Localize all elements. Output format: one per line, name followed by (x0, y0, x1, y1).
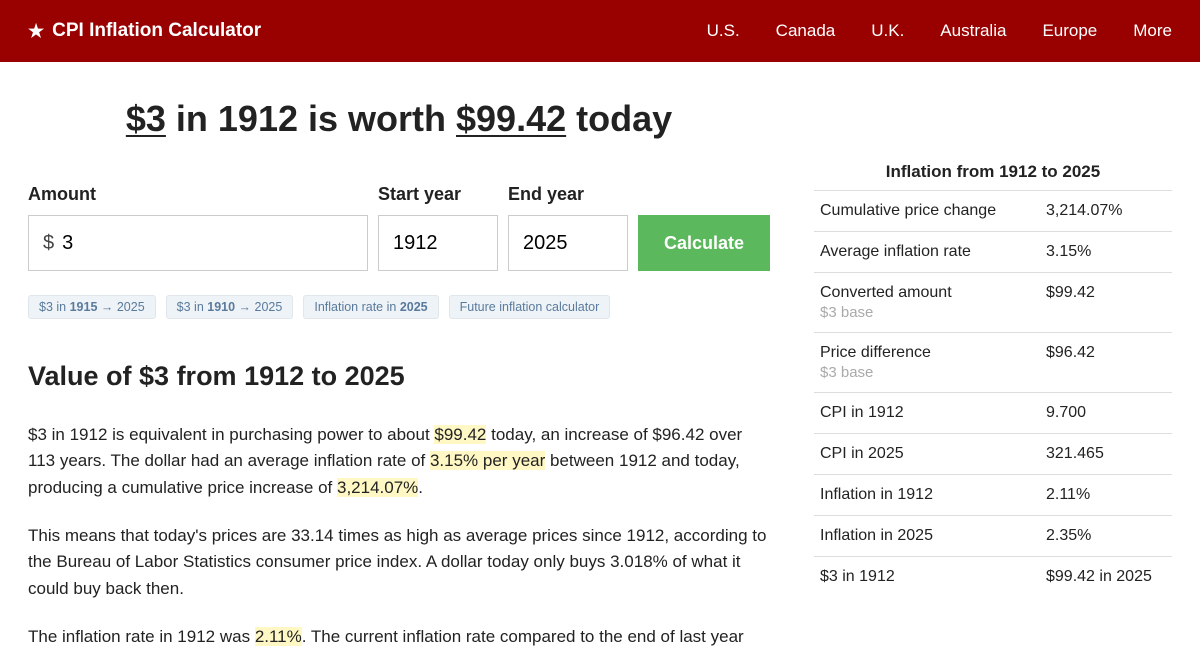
stat-row: CPI in 2025321.465 (814, 433, 1172, 474)
nav-link-australia[interactable]: Australia (940, 21, 1006, 41)
chip-1915[interactable]: $3 in 1915 → 2025 (28, 295, 156, 319)
nav-links: U.S. Canada U.K. Australia Europe More (707, 21, 1172, 41)
amount-input-box[interactable]: $ (28, 215, 368, 271)
nav-link-more[interactable]: More (1133, 21, 1172, 41)
nav-link-uk[interactable]: U.K. (871, 21, 904, 41)
brand[interactable]: ★ CPI Inflation Calculator (28, 20, 261, 42)
sidebar: Inflation from 1912 to 2025 Cumulative p… (814, 62, 1172, 672)
stat-value: 2.35% (1046, 527, 1166, 545)
start-year-box[interactable] (378, 215, 498, 271)
stat-row: Price difference$3 base$96.42 (814, 332, 1172, 392)
stat-value: 9.700 (1046, 404, 1166, 422)
stats-table: Cumulative price change3,214.07%Average … (814, 190, 1172, 597)
stat-value: 321.465 (1046, 445, 1166, 463)
stat-label: $3 in 1912 (820, 568, 1046, 586)
nav-link-us[interactable]: U.S. (707, 21, 740, 41)
stat-label: Average inflation rate (820, 243, 1046, 261)
end-year-input[interactable] (523, 232, 613, 255)
amount-label: Amount (28, 184, 368, 205)
highlight-cumulative: 3,214.07% (337, 478, 418, 497)
section-heading: Value of $3 from 1912 to 2025 (28, 361, 770, 392)
stat-value: $99.42 in 2025 (1046, 568, 1166, 586)
stat-label: Price difference$3 base (820, 344, 1046, 381)
related-links: $3 in 1915 → 2025 $3 in 1910 → 2025 Infl… (28, 295, 770, 319)
stat-value: 3,214.07% (1046, 202, 1166, 220)
stat-label: CPI in 1912 (820, 404, 1046, 422)
stat-sublabel: $3 base (820, 364, 1046, 381)
stat-label: Inflation in 2025 (820, 527, 1046, 545)
stat-value: $96.42 (1046, 344, 1166, 381)
headline-value: $99.42 (456, 98, 566, 139)
stat-row: Cumulative price change3,214.07% (814, 190, 1172, 231)
chip-future[interactable]: Future inflation calculator (449, 295, 611, 319)
sidebar-title: Inflation from 1912 to 2025 (814, 162, 1172, 182)
chip-1910[interactable]: $3 in 1910 → 2025 (166, 295, 294, 319)
stat-value: 3.15% (1046, 243, 1166, 261)
highlight-rate: 3.15% per year (430, 451, 545, 470)
stat-row: $3 in 1912$99.42 in 2025 (814, 556, 1172, 597)
stat-value: $99.42 (1046, 284, 1166, 321)
stat-sublabel: $3 base (820, 304, 1046, 321)
highlight-value: $99.42 (434, 425, 486, 444)
stat-label: Inflation in 1912 (820, 486, 1046, 504)
start-year-label: Start year (378, 184, 498, 205)
page-headline: $3 in 1912 is worth $99.42 today (28, 98, 770, 140)
stat-label: Cumulative price change (820, 202, 1046, 220)
stat-row: Inflation in 20252.35% (814, 515, 1172, 556)
start-year-input[interactable] (393, 232, 483, 255)
stat-value: 2.11% (1046, 486, 1166, 504)
paragraph-1: $3 in 1912 is equivalent in purchasing p… (28, 422, 770, 501)
nav-link-europe[interactable]: Europe (1042, 21, 1097, 41)
calculate-button[interactable]: Calculate (638, 215, 770, 271)
chip-rate-2025[interactable]: Inflation rate in 2025 (303, 295, 438, 319)
body-text: $3 in 1912 is equivalent in purchasing p… (28, 422, 770, 650)
navbar: ★ CPI Inflation Calculator U.S. Canada U… (0, 0, 1200, 62)
brand-text: CPI Inflation Calculator (52, 20, 261, 42)
stat-label: CPI in 2025 (820, 445, 1046, 463)
star-icon: ★ (28, 21, 44, 42)
stat-label: Converted amount$3 base (820, 284, 1046, 321)
nav-link-canada[interactable]: Canada (776, 21, 836, 41)
end-year-box[interactable] (508, 215, 628, 271)
calculator-form: Amount $ Start year End year Calculate (28, 184, 770, 271)
stat-row: Converted amount$3 base$99.42 (814, 272, 1172, 332)
headline-amount: $3 (126, 98, 166, 139)
end-year-label: End year (508, 184, 628, 205)
amount-input[interactable] (62, 232, 353, 255)
stat-row: Average inflation rate3.15% (814, 231, 1172, 272)
currency-prefix: $ (43, 232, 54, 255)
stat-row: Inflation in 19122.11% (814, 474, 1172, 515)
paragraph-2: This means that today's prices are 33.14… (28, 523, 770, 602)
paragraph-3: The inflation rate in 1912 was 2.11%. Th… (28, 624, 770, 650)
stat-row: CPI in 19129.700 (814, 392, 1172, 433)
main-content: $3 in 1912 is worth $99.42 today Amount … (28, 62, 770, 672)
